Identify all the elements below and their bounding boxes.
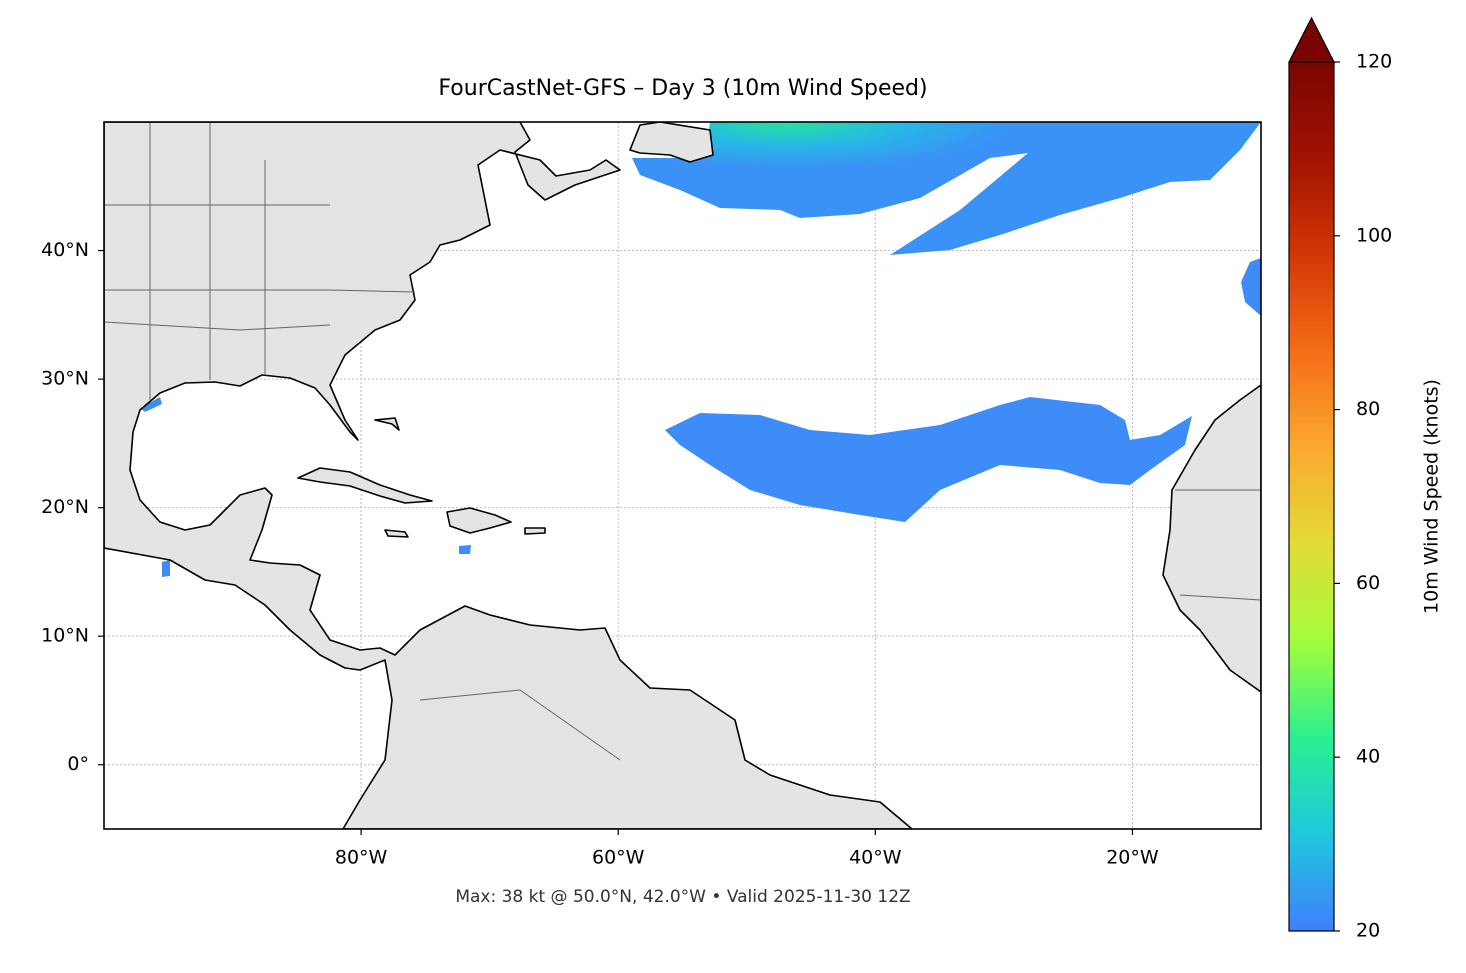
border (104, 122, 1261, 761)
colorbar-extend (1288, 16, 1335, 63)
x-tick-label: 80°W (335, 847, 388, 869)
y-tick-label: 0° (67, 753, 89, 775)
colorbar-tick-label: 60 (1356, 572, 1380, 594)
map (104, 122, 1261, 829)
x-tick-label: 40°W (849, 847, 902, 869)
colorbar-tick-label: 80 (1356, 398, 1380, 420)
y-tick-label: 30°N (41, 368, 89, 390)
colorbar-tick-label: 100 (1356, 224, 1392, 246)
colorbar-label: 10m Wind Speed (knots) (1421, 379, 1443, 614)
land (374, 417, 400, 431)
x-tick-label: 60°W (592, 847, 645, 869)
wind-field (140, 397, 162, 412)
land (384, 529, 409, 538)
wind-field (632, 122, 1261, 255)
y-tick-label: 20°N (41, 496, 89, 518)
colorbar: 20 40 60 80 100 120 10m Wind Speed (knots) (1288, 16, 1443, 942)
y-tick-label: 10°N (41, 625, 89, 647)
land (1162, 384, 1261, 693)
colorbar-tick-label: 20 (1356, 920, 1380, 942)
x-tick-label: 20°W (1106, 847, 1159, 869)
map-frame (103, 121, 1262, 830)
note: Max: 38 kt @ 50.0°N, 42.0°W • Valid 2025… (455, 887, 910, 907)
land (524, 527, 546, 535)
colorbar-tick-label: 40 (1356, 746, 1380, 768)
land (297, 467, 433, 504)
land (629, 122, 714, 163)
wind-field (162, 560, 170, 577)
chart-title: FourCastNet-GFS – Day 3 (10m Wind Speed) (438, 76, 927, 101)
colorbar-body (1288, 61, 1335, 932)
y-tick-label: 40°N (41, 239, 89, 261)
wind-field (459, 545, 471, 554)
wind-field (665, 397, 1192, 522)
land (104, 122, 913, 829)
colorbar-tick-label: 120 (1356, 51, 1392, 73)
land (446, 507, 512, 534)
wind-field (1241, 258, 1261, 316)
